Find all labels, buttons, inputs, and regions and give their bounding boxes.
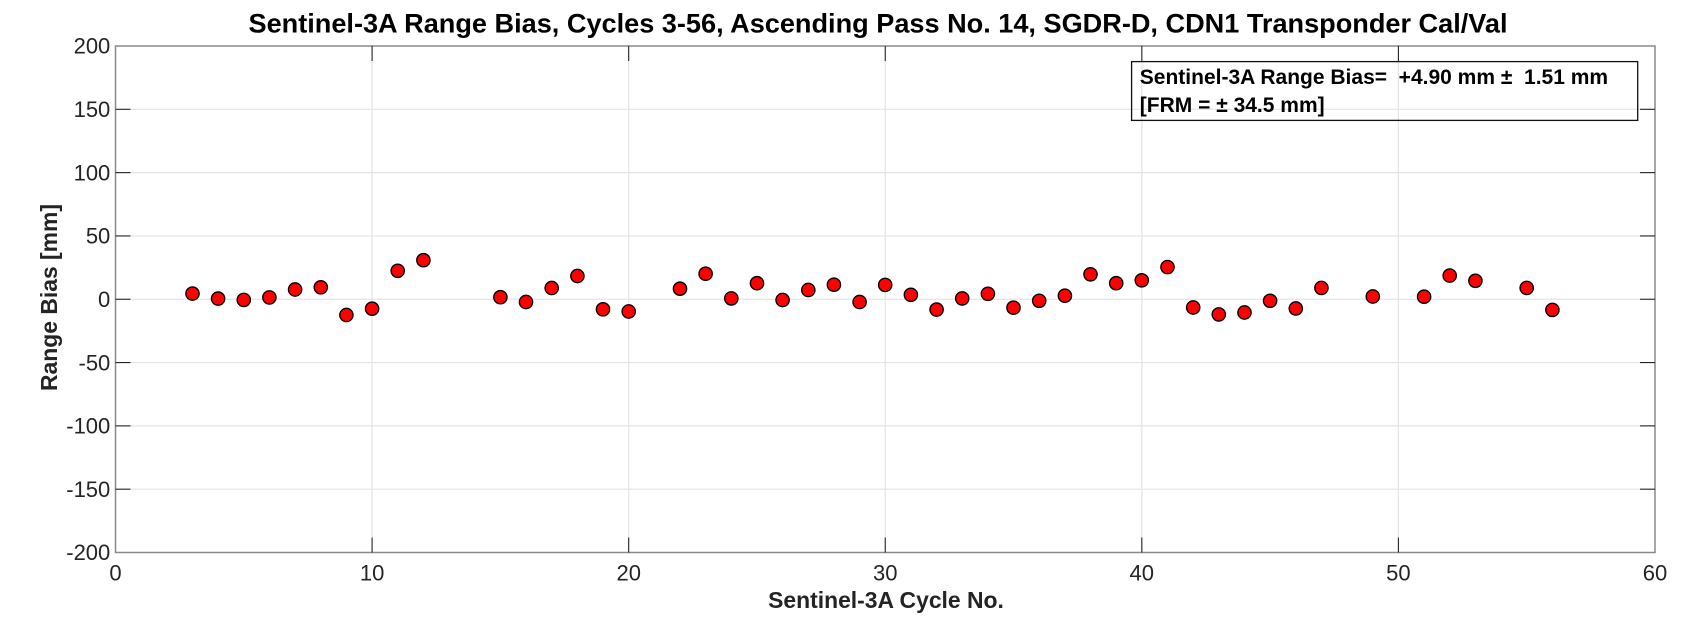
svg-text:Sentinel-3A Cycle No.: Sentinel-3A Cycle No. (768, 587, 1004, 613)
svg-text:0: 0 (98, 287, 110, 312)
svg-text:100: 100 (74, 160, 111, 185)
svg-text:-50: -50 (79, 350, 111, 375)
svg-text:200: 200 (74, 34, 111, 59)
svg-text:-150: -150 (66, 477, 110, 502)
svg-text:0: 0 (109, 561, 121, 586)
svg-text:50: 50 (86, 224, 110, 249)
svg-text:150: 150 (74, 97, 111, 122)
svg-text:30: 30 (873, 561, 897, 586)
svg-text:-100: -100 (66, 414, 110, 439)
svg-text:[FRM = ± 34.5 mm]: [FRM = ± 34.5 mm] (1140, 94, 1325, 117)
svg-text:Range Bias [mm]: Range Bias [mm] (36, 204, 62, 391)
svg-text:Sentinel-3A Range Bias= +4.90: Sentinel-3A Range Bias= +4.90 mm ± 1.51 … (1140, 66, 1608, 89)
svg-text:40: 40 (1130, 561, 1154, 586)
svg-text:50: 50 (1386, 561, 1410, 586)
svg-text:60: 60 (1643, 561, 1667, 586)
svg-text:-200: -200 (66, 540, 110, 565)
svg-text:10: 10 (360, 561, 384, 586)
svg-text:Sentinel-3A Range Bias, Cycles: Sentinel-3A Range Bias, Cycles 3-56, Asc… (249, 8, 1508, 39)
svg-text:20: 20 (616, 561, 640, 586)
